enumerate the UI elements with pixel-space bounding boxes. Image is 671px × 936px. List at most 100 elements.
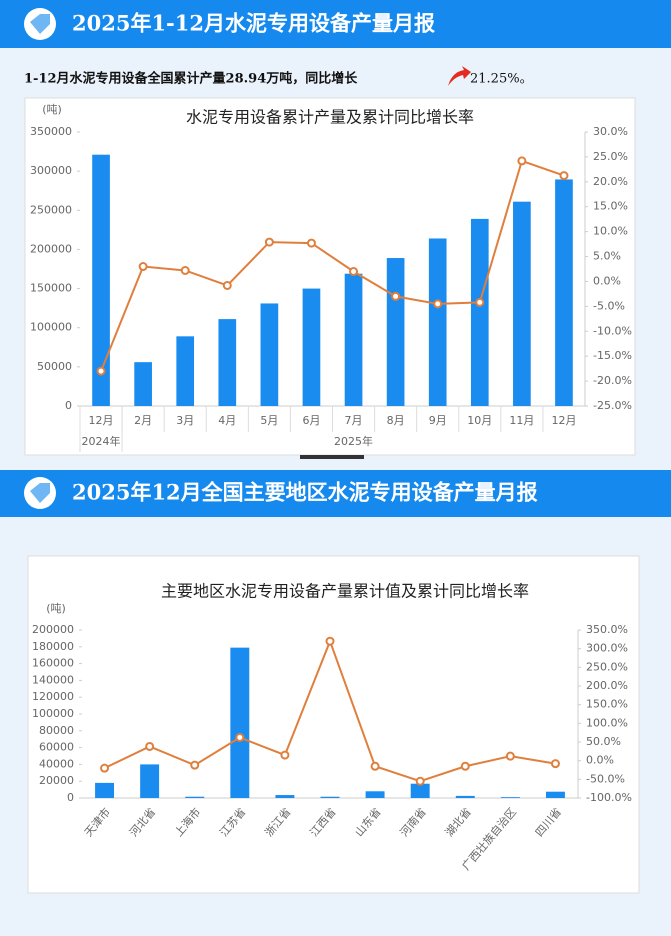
up-arrow — [448, 66, 471, 86]
y2-tick-label: 0.0% — [586, 754, 614, 767]
y2-tick-label: -5.0% — [593, 299, 625, 312]
y-tick-label: 160000 — [32, 657, 74, 670]
y2-tick-label: 50.0% — [586, 735, 621, 748]
bar — [365, 791, 385, 798]
bar — [95, 782, 115, 798]
x-tick-label: 4月 — [218, 414, 236, 427]
chart-frame — [27, 555, 640, 894]
y2-tick-label: 250.0% — [586, 660, 628, 673]
x-tick-label: 10月 — [467, 414, 492, 427]
line-marker — [325, 636, 335, 646]
line-marker — [145, 741, 155, 751]
line-marker — [550, 759, 560, 769]
line-marker — [517, 156, 527, 166]
bar — [386, 258, 405, 406]
line-marker — [306, 238, 316, 248]
line-marker — [96, 366, 106, 376]
line-marker — [190, 760, 200, 770]
line-marker — [349, 266, 359, 276]
x-tick-label: 7月 — [345, 414, 363, 427]
x-group-label: 2024年 — [82, 434, 121, 448]
y2-tick-label: 30.0% — [593, 125, 628, 138]
divider — [300, 455, 364, 459]
y-tick-label: 150000 — [30, 282, 72, 295]
bar — [428, 238, 447, 406]
y-tick-label: 300000 — [30, 164, 72, 177]
x-tick-label: 6月 — [302, 414, 320, 427]
line-marker — [370, 761, 380, 771]
bar — [545, 791, 565, 798]
bar — [344, 273, 363, 406]
x-tick-label: 12月 — [89, 414, 114, 427]
bar — [185, 796, 205, 798]
line-marker — [391, 291, 401, 301]
bar — [470, 218, 489, 406]
line-marker — [505, 751, 515, 761]
x-tick-label: 5月 — [260, 414, 278, 427]
line-marker — [100, 763, 110, 773]
y-tick-label: 250000 — [30, 203, 72, 216]
summary-text: 1-12月水泥专用设备全国累计产量28.94万吨，同比增长 — [24, 71, 358, 87]
y2-tick-label: -25.0% — [593, 399, 632, 412]
bar — [513, 201, 531, 406]
y-tick-label: 200000 — [32, 623, 74, 636]
y-axis-label: (吨) — [42, 103, 62, 116]
y-tick-label: 100000 — [32, 707, 74, 720]
y2-tick-label: -100.0% — [586, 791, 632, 804]
bar — [218, 319, 237, 406]
summary-value: 21.25%。 — [470, 72, 533, 87]
chart-title: 主要地区水泥专用设备产量累计值及累计同比增长率 — [161, 582, 529, 601]
header-bar — [0, 470, 671, 517]
section-title: 2025年1-12月水泥专用设备产量月报 — [72, 11, 435, 36]
line-marker — [460, 761, 470, 771]
line-marker — [475, 297, 485, 307]
y-tick-label: 20000 — [39, 774, 74, 787]
chart-title: 水泥专用设备累计产量及累计同比增长率 — [186, 108, 474, 127]
y-tick-label: 0 — [65, 399, 72, 412]
y-tick-label: 200000 — [30, 242, 72, 255]
line-marker — [433, 299, 443, 309]
bar — [140, 764, 160, 798]
y-tick-label: 180000 — [32, 640, 74, 653]
y2-tick-label: 10.0% — [593, 225, 628, 238]
bar — [230, 647, 250, 798]
bar — [410, 783, 430, 798]
line-marker — [264, 237, 274, 247]
header-icon-tag — [30, 483, 50, 503]
x-group-label: 2025年 — [334, 434, 373, 448]
y2-tick-label: 100.0% — [586, 716, 628, 729]
x-tick-label: 9月 — [429, 414, 447, 427]
y2-tick-label: 20.0% — [593, 175, 628, 188]
section-title: 2025年12月全国主要地区水泥专用设备产量月报 — [72, 480, 538, 505]
bar — [302, 288, 321, 406]
y-tick-label: 0 — [67, 791, 74, 804]
bar — [500, 797, 520, 798]
y2-tick-label: -15.0% — [593, 349, 632, 362]
y2-tick-label: -50.0% — [586, 772, 625, 785]
x-tick-label: 12月 — [551, 414, 576, 427]
y2-tick-label: -10.0% — [593, 324, 632, 337]
bar — [555, 179, 573, 406]
x-tick-label: 8月 — [387, 414, 405, 427]
y2-tick-label: 15.0% — [593, 200, 628, 213]
y2-tick-label: 350.0% — [586, 623, 628, 636]
y-tick-label: 100000 — [30, 321, 72, 334]
bar — [260, 303, 279, 406]
y2-tick-label: 150.0% — [586, 698, 628, 711]
y-tick-label: 350000 — [30, 125, 72, 138]
bar — [455, 795, 475, 798]
y2-tick-label: 25.0% — [593, 150, 628, 163]
line-marker — [559, 171, 569, 181]
y-tick-label: 40000 — [39, 757, 74, 770]
bar — [320, 796, 340, 798]
y-tick-label: 60000 — [39, 741, 74, 754]
y2-tick-label: 0.0% — [593, 274, 621, 287]
x-tick-label: 3月 — [176, 414, 194, 427]
line — [100, 159, 565, 372]
header-icon-tag — [30, 14, 50, 34]
line-marker — [235, 733, 245, 743]
line-marker — [138, 262, 148, 272]
y2-tick-label: 300.0% — [586, 642, 628, 655]
